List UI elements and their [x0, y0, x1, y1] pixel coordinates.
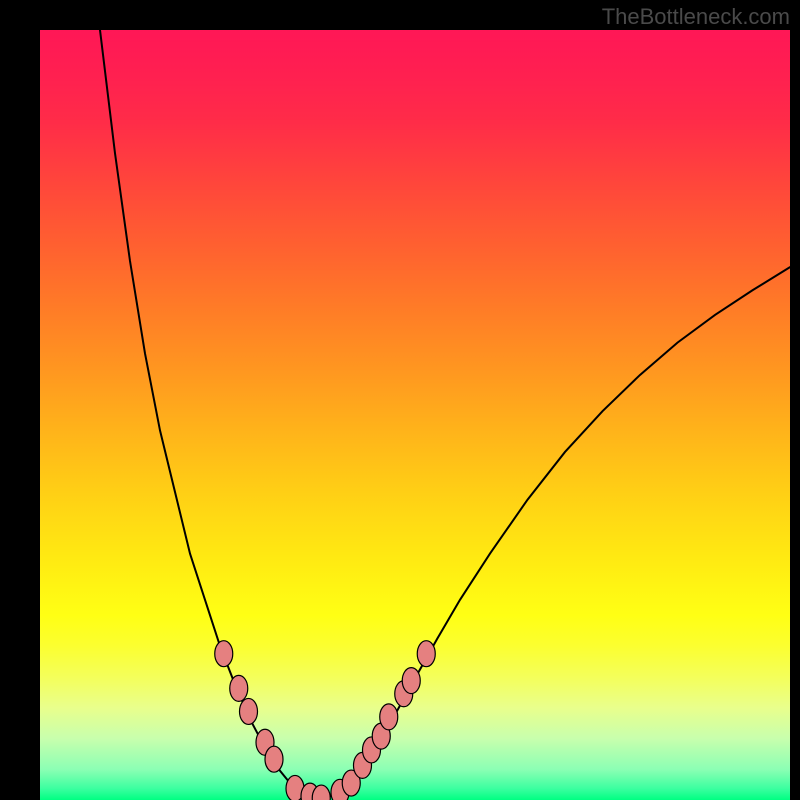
data-marker [380, 704, 398, 730]
data-marker [230, 675, 248, 701]
chart-container: TheBottleneck.com [0, 0, 800, 800]
data-marker [240, 698, 258, 724]
data-marker [402, 668, 420, 694]
watermark-text: TheBottleneck.com [602, 4, 790, 30]
bottleneck-chart [0, 0, 800, 800]
data-marker [265, 746, 283, 772]
data-marker [215, 641, 233, 667]
data-marker [417, 641, 435, 667]
